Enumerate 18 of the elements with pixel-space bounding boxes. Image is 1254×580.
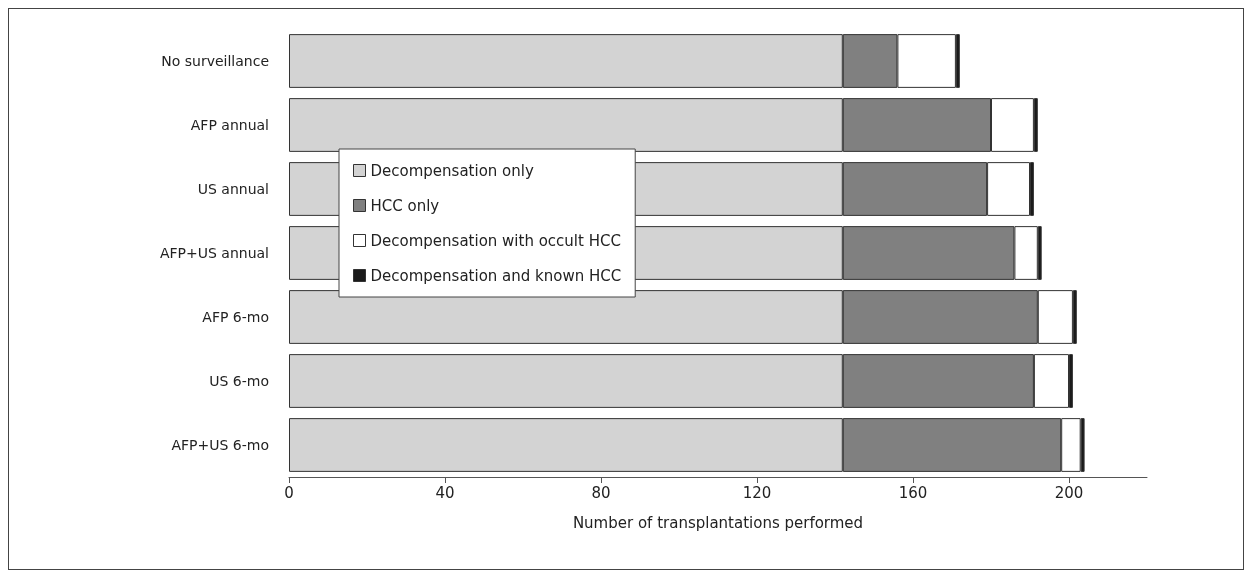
y-tick-label: AFP 6-mo — [202, 309, 269, 325]
y-tick-label: US 6-mo — [209, 373, 269, 389]
y-tick-label: No surveillance — [161, 53, 269, 69]
legend-label: Decompensation and known HCC — [370, 266, 622, 285]
x-tick-label: 40 — [435, 483, 455, 502]
x-tick-label: 0 — [284, 483, 294, 502]
y-tick-label: AFP annual — [190, 117, 269, 133]
legend-label: Decompensation with occult HCC — [370, 231, 621, 250]
y-tick-label: US annual — [197, 181, 269, 197]
legend-label: HCC only — [370, 196, 440, 215]
legend-label: Decompensation only — [370, 161, 534, 180]
x-tick-label: 120 — [742, 483, 772, 502]
x-tick-label: 200 — [1054, 483, 1084, 502]
y-tick-label: AFP+US 6-mo — [171, 437, 269, 453]
x-tick-label: 160 — [898, 483, 928, 502]
y-tick-label: AFP+US annual — [159, 245, 269, 261]
x-axis-title: Number of transplantations performed — [572, 513, 864, 532]
x-tick-label: 80 — [591, 483, 611, 502]
